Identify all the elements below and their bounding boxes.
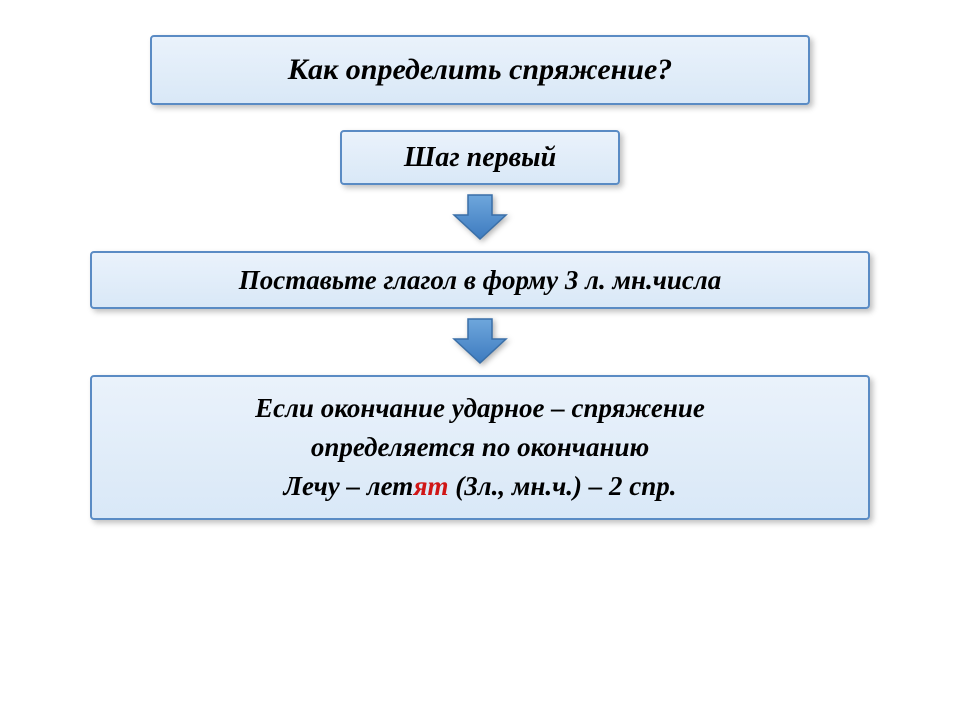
- title-box: Как определить спряжение?: [150, 35, 810, 105]
- arrow-1-wrap: [452, 193, 508, 241]
- arrow-2-wrap: [452, 317, 508, 365]
- title-text: Как определить спряжение?: [288, 53, 673, 87]
- result-line-2: определяется по окончанию: [311, 428, 649, 467]
- arrow-down-icon: [452, 193, 508, 241]
- result-line3-pre: Лечу – лет: [283, 471, 413, 501]
- instruction-box: Поставьте глагол в форму 3 л. мн.числа: [90, 251, 870, 309]
- result-line-1: Если окончание ударное – спряжение: [255, 389, 705, 428]
- result-line3-post: (3л., мн.ч.) – 2 спр.: [449, 471, 677, 501]
- step-box: Шаг первый: [340, 130, 620, 185]
- step-text: Шаг первый: [404, 142, 556, 174]
- result-line3-highlight: ят: [414, 471, 449, 501]
- arrow-down-icon: [452, 317, 508, 365]
- instruction-text: Поставьте глагол в форму 3 л. мн.числа: [239, 265, 722, 296]
- result-box: Если окончание ударное – спряжение опред…: [90, 375, 870, 520]
- result-line-3: Лечу – летят (3л., мн.ч.) – 2 спр.: [283, 467, 676, 506]
